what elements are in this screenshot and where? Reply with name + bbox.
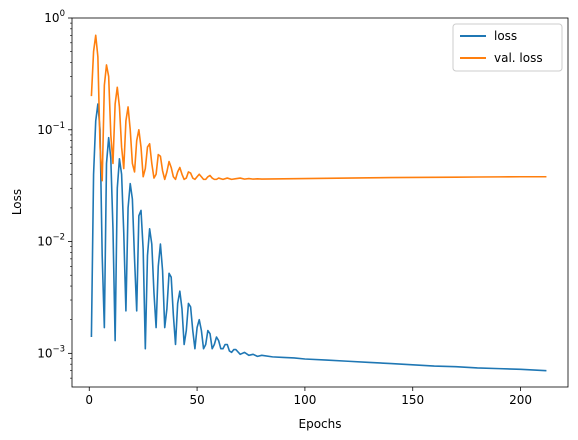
legend-label-loss: loss bbox=[494, 29, 517, 43]
x-tick-label: 150 bbox=[401, 393, 424, 407]
x-axis-label: Epochs bbox=[299, 417, 342, 431]
x-tick-label: 200 bbox=[509, 393, 532, 407]
y-tick-label: 10−3 bbox=[37, 344, 65, 360]
plot-frame bbox=[71, 17, 569, 388]
series-line-loss bbox=[90, 103, 547, 372]
legend-label-val-loss: val. loss bbox=[494, 51, 543, 65]
x-tick-label: 50 bbox=[189, 393, 204, 407]
legend: loss val. loss bbox=[452, 23, 563, 72]
y-tick-label: 100 bbox=[44, 9, 65, 25]
x-tick-label: 0 bbox=[85, 393, 93, 407]
series-line-val-loss bbox=[90, 34, 547, 182]
y-tick-label: 10−1 bbox=[37, 121, 65, 137]
x-tick-label: 100 bbox=[293, 393, 316, 407]
y-tick-label: 10−2 bbox=[37, 233, 65, 249]
y-axis-label: Loss bbox=[10, 189, 24, 215]
